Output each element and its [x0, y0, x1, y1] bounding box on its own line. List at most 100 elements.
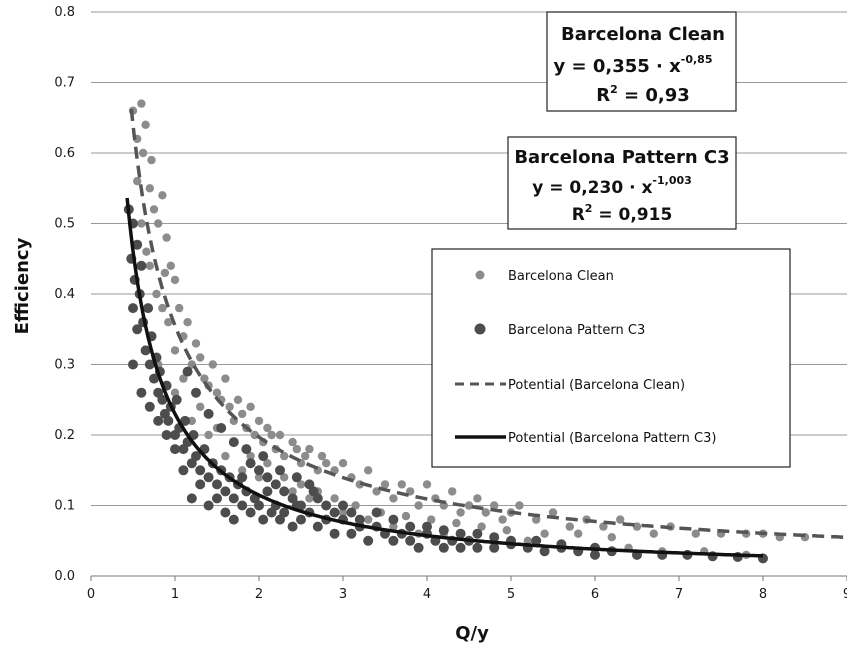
point-barcelona-pattern-c3	[128, 359, 138, 370]
point-barcelona-pattern-c3	[132, 239, 143, 250]
point-barcelona-pattern-c3	[472, 528, 483, 539]
point-barcelona-clean	[162, 233, 171, 242]
point-barcelona-pattern-c3	[296, 500, 306, 511]
point-barcelona-pattern-c3	[438, 525, 449, 536]
point-barcelona-clean	[532, 515, 541, 524]
point-barcelona-clean	[464, 501, 474, 510]
point-barcelona-clean	[448, 487, 457, 496]
point-barcelona-clean	[301, 451, 310, 461]
point-barcelona-pattern-c3	[287, 493, 298, 504]
y-tick-label: 0.5	[54, 217, 75, 232]
point-barcelona-pattern-c3	[163, 415, 174, 426]
point-barcelona-clean	[452, 518, 461, 528]
point-barcelona-pattern-c3	[308, 486, 319, 497]
x-axis-ticks: 0 1 2 3 4 5 6 7 8 9	[87, 576, 847, 602]
legend-label-pattern-fit: Potential (Barcelona Pattern C3)	[508, 431, 716, 446]
y-tick-label: 0.1	[54, 499, 75, 514]
point-barcelona-clean	[225, 402, 234, 411]
legend-marker-clean	[475, 270, 485, 280]
point-barcelona-clean	[548, 508, 558, 517]
point-barcelona-clean	[280, 451, 289, 461]
y-tick-label: 0.3	[54, 358, 75, 373]
point-barcelona-pattern-c3	[455, 542, 466, 553]
point-barcelona-pattern-c3	[531, 535, 542, 546]
point-barcelona-pattern-c3	[140, 345, 151, 356]
point-barcelona-pattern-c3	[405, 521, 416, 532]
point-barcelona-clean	[275, 430, 285, 440]
point-barcelona-clean	[502, 526, 511, 535]
point-barcelona-clean	[515, 501, 524, 510]
point-barcelona-clean	[149, 205, 159, 214]
point-barcelona-pattern-c3	[144, 401, 155, 412]
point-barcelona-pattern-c3	[413, 542, 424, 553]
point-barcelona-pattern-c3	[262, 472, 273, 483]
point-barcelona-clean	[158, 303, 167, 313]
point-barcelona-clean	[288, 437, 297, 447]
point-barcelona-pattern-c3	[228, 514, 239, 525]
point-barcelona-clean	[477, 522, 486, 531]
point-barcelona-clean	[364, 515, 373, 524]
point-barcelona-pattern-c3	[195, 465, 206, 476]
point-barcelona-clean	[187, 416, 196, 426]
point-barcelona-pattern-c3	[296, 514, 306, 525]
point-barcelona-pattern-c3	[258, 451, 269, 462]
point-barcelona-pattern-c3	[329, 507, 340, 518]
point-barcelona-pattern-c3	[237, 472, 248, 483]
point-barcelona-pattern-c3	[438, 542, 449, 553]
point-barcelona-clean	[175, 303, 184, 313]
point-barcelona-clean	[481, 508, 490, 517]
point-barcelona-pattern-c3	[186, 493, 197, 504]
x-tick-label: 2	[255, 587, 263, 602]
point-barcelona-pattern-c3	[321, 500, 332, 511]
point-barcelona-pattern-c3	[338, 500, 348, 511]
point-barcelona-pattern-c3	[228, 493, 239, 504]
point-barcelona-pattern-c3	[329, 528, 340, 539]
point-barcelona-pattern-c3	[128, 303, 138, 314]
point-barcelona-pattern-c3	[245, 507, 256, 518]
point-barcelona-clean	[254, 473, 264, 482]
point-barcelona-pattern-c3	[191, 451, 201, 462]
point-barcelona-pattern-c3	[157, 394, 168, 405]
point-barcelona-clean	[540, 529, 549, 538]
point-barcelona-clean	[305, 494, 314, 503]
fit-curve-barcelona-clean	[129, 108, 847, 540]
point-barcelona-pattern-c3	[149, 373, 159, 384]
point-barcelona-pattern-c3	[228, 437, 239, 448]
annotation-clean-equation: y = 0,355 · x-0,85	[554, 53, 713, 77]
point-barcelona-clean	[263, 423, 272, 433]
point-barcelona-clean	[338, 508, 348, 517]
point-barcelona-pattern-c3	[136, 260, 147, 271]
point-barcelona-clean	[170, 346, 180, 355]
annotation-pattern-equation: y = 0,230 · x-1,003	[532, 174, 692, 198]
point-barcelona-clean	[179, 374, 188, 383]
point-barcelona-clean	[267, 430, 276, 440]
x-tick-label: 3	[339, 587, 347, 602]
point-barcelona-clean	[364, 466, 373, 475]
point-barcelona-clean	[233, 395, 243, 404]
annotation-pattern-r2: R2 = 0,915	[572, 202, 673, 225]
point-barcelona-clean	[170, 388, 180, 397]
point-barcelona-clean	[137, 99, 146, 108]
point-barcelona-pattern-c3	[212, 479, 222, 490]
annotation-box-pattern: Barcelona Pattern C3 y = 0,230 · x-1,003…	[507, 136, 737, 230]
point-barcelona-pattern-c3	[220, 507, 231, 518]
x-tick-label: 1	[171, 587, 179, 602]
point-barcelona-clean	[691, 529, 700, 538]
point-barcelona-pattern-c3	[132, 324, 143, 335]
annotation-box-pattern-frame	[507, 136, 737, 230]
point-barcelona-clean	[191, 339, 201, 348]
point-barcelona-pattern-c3	[539, 546, 550, 557]
point-barcelona-clean	[166, 261, 175, 270]
point-barcelona-pattern-c3	[489, 542, 500, 553]
point-barcelona-clean	[427, 515, 436, 524]
point-barcelona-clean	[246, 402, 255, 411]
point-barcelona-pattern-c3	[346, 528, 357, 539]
point-barcelona-clean	[145, 184, 154, 193]
point-barcelona-clean	[196, 402, 205, 411]
point-barcelona-clean	[317, 451, 327, 461]
point-barcelona-pattern-c3	[258, 514, 269, 525]
y-tick-label: 0.0	[54, 569, 75, 584]
point-barcelona-clean	[565, 522, 574, 531]
point-barcelona-pattern-c3	[203, 408, 214, 419]
legend-label-clean: Barcelona Clean	[508, 269, 614, 284]
